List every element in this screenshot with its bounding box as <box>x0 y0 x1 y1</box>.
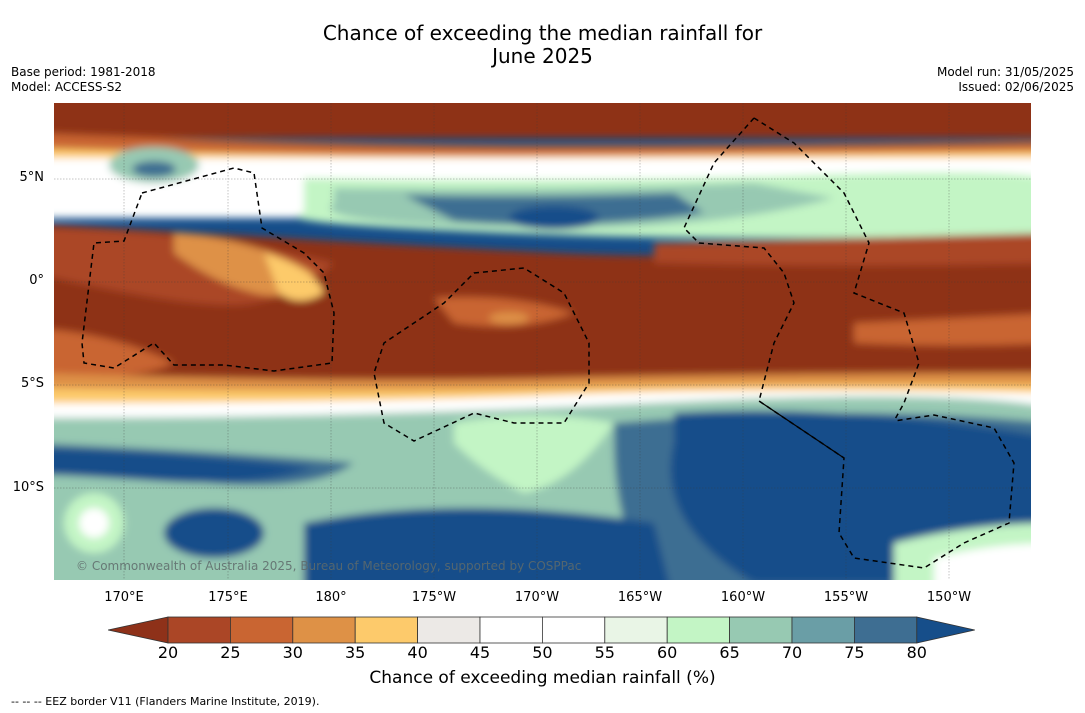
copyright-notice: © Commonwealth of Australia 2025, Bureau… <box>76 559 582 573</box>
lon-label-170e: 170°E <box>104 590 144 605</box>
colorbar-segment <box>479 616 543 644</box>
eez-legend: -- -- -- EEZ border V11 (Flanders Marine… <box>11 695 320 708</box>
colorbar-tick-label: 25 <box>220 643 241 662</box>
eez-solid-border <box>758 400 845 459</box>
issued-date: Issued: 02/06/2025 <box>958 80 1074 94</box>
lon-label-165w: 165°W <box>617 590 663 605</box>
colorbar-tick-label: 55 <box>594 643 615 662</box>
colorbar-segment <box>666 616 731 644</box>
colorbar-segment <box>417 616 481 644</box>
colorbar-segment <box>541 616 606 644</box>
graticule <box>54 103 1031 580</box>
colorbar-segment <box>604 616 668 644</box>
colorbar-segment <box>854 616 918 644</box>
meta-left: Base period: 1981-2018 Model: ACCESS-S2 <box>11 65 156 95</box>
rainfall-map <box>54 103 1031 580</box>
colorbar-tick-label: 35 <box>345 643 366 662</box>
model-run: Model run: 31/05/2025 <box>936 65 1074 79</box>
colorbar-tick-label: 65 <box>719 643 740 662</box>
colorbar-tick-label: 20 <box>157 643 179 662</box>
colorbar-tick-label: 45 <box>469 643 491 662</box>
chart-title: Chance of exceeding the median rainfall … <box>0 22 1085 68</box>
colorbar-tick-label: 50 <box>532 643 553 662</box>
colorbar-tick-label: 70 <box>781 643 803 662</box>
colorbar-arrow-low <box>107 616 169 644</box>
colorbar-segment <box>292 616 356 644</box>
base-period: Base period: 1981-2018 <box>11 65 156 79</box>
colorbar-tick-label: 40 <box>407 643 428 662</box>
colorbar-tick-label: 30 <box>282 643 303 662</box>
colorbar-segment <box>791 616 855 644</box>
model-name: Model: ACCESS-S2 <box>11 80 123 94</box>
lat-label-5s: 5°S <box>20 376 44 391</box>
lon-label-150w: 150°W <box>926 590 972 605</box>
map-svg <box>54 103 1031 580</box>
colorbar-segment <box>729 616 793 644</box>
colorbar <box>107 616 978 648</box>
colorbar-segment <box>354 616 418 644</box>
lon-label-180: 180° <box>315 590 347 605</box>
colorbar-label: Chance of exceeding median rainfall (%) <box>369 668 716 688</box>
colorbar-tick-label: 80 <box>906 643 927 662</box>
colorbar-segment <box>167 616 231 644</box>
lon-label-170w: 170°W <box>514 590 560 605</box>
colorbar-arrow-high <box>916 616 975 644</box>
colorbar-segment <box>230 616 294 644</box>
colorbar-tick-label: 75 <box>844 643 865 662</box>
lon-label-160w: 160°W <box>720 590 766 605</box>
lon-label-175w: 175°W <box>411 590 457 605</box>
rainfall-field <box>54 103 1031 580</box>
lat-label-5n: 5°N <box>19 170 45 185</box>
colorbar-tick-label: 60 <box>657 643 678 662</box>
lat-label-10s: 10°S <box>12 480 44 495</box>
colorbar-svg <box>107 616 975 644</box>
lat-label-0: 0° <box>29 273 44 288</box>
title-line-1: Chance of exceeding the median rainfall … <box>322 21 763 45</box>
lon-label-175e: 175°E <box>208 590 248 605</box>
meta-right: Model run: 31/05/2025 Issued: 02/06/2025 <box>937 65 1074 95</box>
title-line-2: June 2025 <box>492 44 593 68</box>
lon-label-155w: 155°W <box>823 590 869 605</box>
